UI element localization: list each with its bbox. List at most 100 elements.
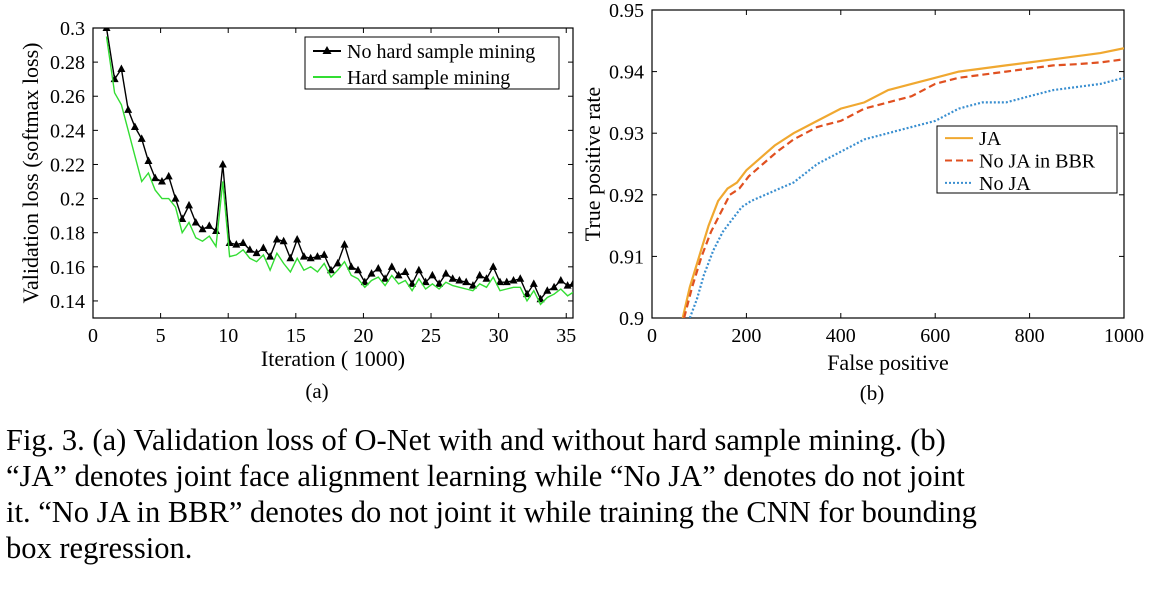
figure-caption: Fig. 3. (a) Validation loss of O-Net wit… xyxy=(6,422,1152,566)
data-point-a-0 xyxy=(185,200,193,209)
data-point-a-0 xyxy=(286,253,295,262)
figure: 0 5 10 15 20 25 30 35 0.14 0.16 0.18 0.2 0.22 0.24 0.2… xyxy=(18,0,1144,405)
y-tick-label-a: 0.28 xyxy=(50,52,85,74)
panel-label-b: (b) xyxy=(860,381,885,405)
data-point-a-0 xyxy=(455,275,464,284)
y-tick-label-b: 0.91 xyxy=(609,246,644,268)
data-point-a-0 xyxy=(333,258,342,267)
y-tick-label-a: 0.16 xyxy=(50,257,85,279)
data-point-a-0 xyxy=(259,243,268,252)
data-point-a-0 xyxy=(232,240,241,248)
caption-line-3: it. “No JA in BBR” denotes do not joint … xyxy=(6,495,977,529)
y-tick-label-a: 0.14 xyxy=(50,291,85,313)
y-tick-label-a: 0.3 xyxy=(60,18,85,40)
data-point-a-0 xyxy=(293,235,302,243)
data-point-a-0 xyxy=(191,217,200,226)
data-point-a-0 xyxy=(381,274,390,282)
data-point-a-0 xyxy=(435,279,444,287)
data-point-a-0 xyxy=(523,289,532,298)
x-tick-label-b: 0 xyxy=(647,325,657,347)
x-tick-label-a: 0 xyxy=(88,325,98,347)
data-point-a-0 xyxy=(306,253,315,262)
data-point-a-0 xyxy=(556,275,565,284)
data-point-a-0 xyxy=(374,264,383,272)
data-point-a-0 xyxy=(171,194,180,202)
data-point-a-0 xyxy=(239,238,248,246)
data-point-a-0 xyxy=(212,226,221,234)
data-point-a-0 xyxy=(550,282,559,291)
y-tick-label-a: 0.22 xyxy=(50,154,85,176)
data-point-a-0 xyxy=(475,270,484,279)
data-point-a-0 xyxy=(225,238,234,246)
legend-label-b-0: JA xyxy=(979,128,1002,150)
y-tick-label-a: 0.24 xyxy=(50,120,85,142)
x-tick-label-b: 800 xyxy=(1015,325,1045,347)
y-tick-label-b: 0.93 xyxy=(609,123,644,145)
legend-label-b-2: No JA xyxy=(979,173,1031,195)
chart-b: 0 200 400 600 800 1000 0.9 0.91 0.92 0.93 0.94 0.95… xyxy=(580,0,1144,405)
data-point-a-0 xyxy=(394,270,403,279)
data-point-a-0 xyxy=(408,279,417,287)
data-point-a-0 xyxy=(102,28,111,31)
x-axis-label-a: Iteration ( 1000) xyxy=(261,346,405,371)
data-point-a-0 xyxy=(272,235,281,243)
data-point-a-0 xyxy=(313,252,322,260)
x-tick-label-a: 20 xyxy=(353,325,373,347)
data-point-a-0 xyxy=(320,250,329,258)
x-tick-label-b: 200 xyxy=(731,325,761,347)
data-point-a-0 xyxy=(495,277,504,286)
x-tick-label-a: 35 xyxy=(556,325,576,347)
data-point-a-0 xyxy=(509,275,518,284)
data-point-a-0 xyxy=(218,159,227,168)
x-tick-label-a: 10 xyxy=(218,325,238,347)
data-point-a-0 xyxy=(178,214,187,223)
data-point-a-0 xyxy=(252,248,261,257)
data-point-a-0 xyxy=(266,252,275,260)
data-point-a-0 xyxy=(245,245,254,253)
x-tick-label-a: 15 xyxy=(286,325,306,347)
data-point-a-0 xyxy=(401,267,410,275)
data-point-a-0 xyxy=(205,221,214,229)
series-line-a-0 xyxy=(105,28,573,301)
data-point-a-0 xyxy=(157,177,166,185)
plot-frame-a xyxy=(92,27,574,319)
data-point-a-0 xyxy=(543,286,552,294)
caption-line-4: box regression. xyxy=(6,531,193,565)
y-tick-label-a: 0.18 xyxy=(50,223,85,245)
data-point-a-0 xyxy=(569,279,573,287)
figure-svg: 0 5 10 15 20 25 30 35 0.14 0.16 0.18 0.2 0.22 0.24 0.2… xyxy=(18,0,1144,405)
legend-label-b-1: No JA in BBR xyxy=(979,151,1096,173)
series-line-a-1 xyxy=(105,36,573,306)
legend-a: No hard sample mining Hard sample mining xyxy=(304,36,560,90)
data-point-a-0 xyxy=(151,173,160,182)
data-point-a-0 xyxy=(130,122,139,130)
y-axis-label-a: Validation loss (softmax loss) xyxy=(18,43,43,304)
y-tick-label-b: 0.92 xyxy=(609,185,644,207)
x-tick-label-b: 1000 xyxy=(1104,325,1144,347)
series-group-a xyxy=(102,28,573,306)
data-point-a-0 xyxy=(414,265,423,274)
data-point-a-0 xyxy=(124,105,133,113)
data-point-a-0 xyxy=(428,270,437,279)
legend-label-a-1: Hard sample mining xyxy=(347,67,510,89)
series-line-b-1 xyxy=(683,58,1124,318)
chart-a: 0 5 10 15 20 25 30 35 0.14 0.16 0.18 0.2 0.22 0.24 0.2… xyxy=(18,18,576,403)
panel-label-a: (a) xyxy=(305,379,328,403)
data-point-a-0 xyxy=(198,224,207,233)
data-point-a-0 xyxy=(367,269,376,277)
data-point-a-0 xyxy=(502,277,511,286)
y-tick-label-a: 0.26 xyxy=(50,86,85,108)
legend-box-a xyxy=(304,36,560,90)
legend-label-a-0: No hard sample mining xyxy=(347,41,535,63)
series-line-b-0 xyxy=(681,47,1124,318)
data-point-a-0 xyxy=(421,277,430,286)
data-point-a-0 xyxy=(529,279,538,287)
data-point-a-0 xyxy=(441,269,450,277)
series-line-b-2 xyxy=(688,76,1124,318)
legend-marker-a-0 xyxy=(322,46,332,54)
data-point-a-0 xyxy=(360,277,369,286)
data-point-a-0 xyxy=(354,265,363,274)
y-axis-label-b: True positive rate xyxy=(580,87,605,241)
data-point-a-0 xyxy=(299,252,308,260)
